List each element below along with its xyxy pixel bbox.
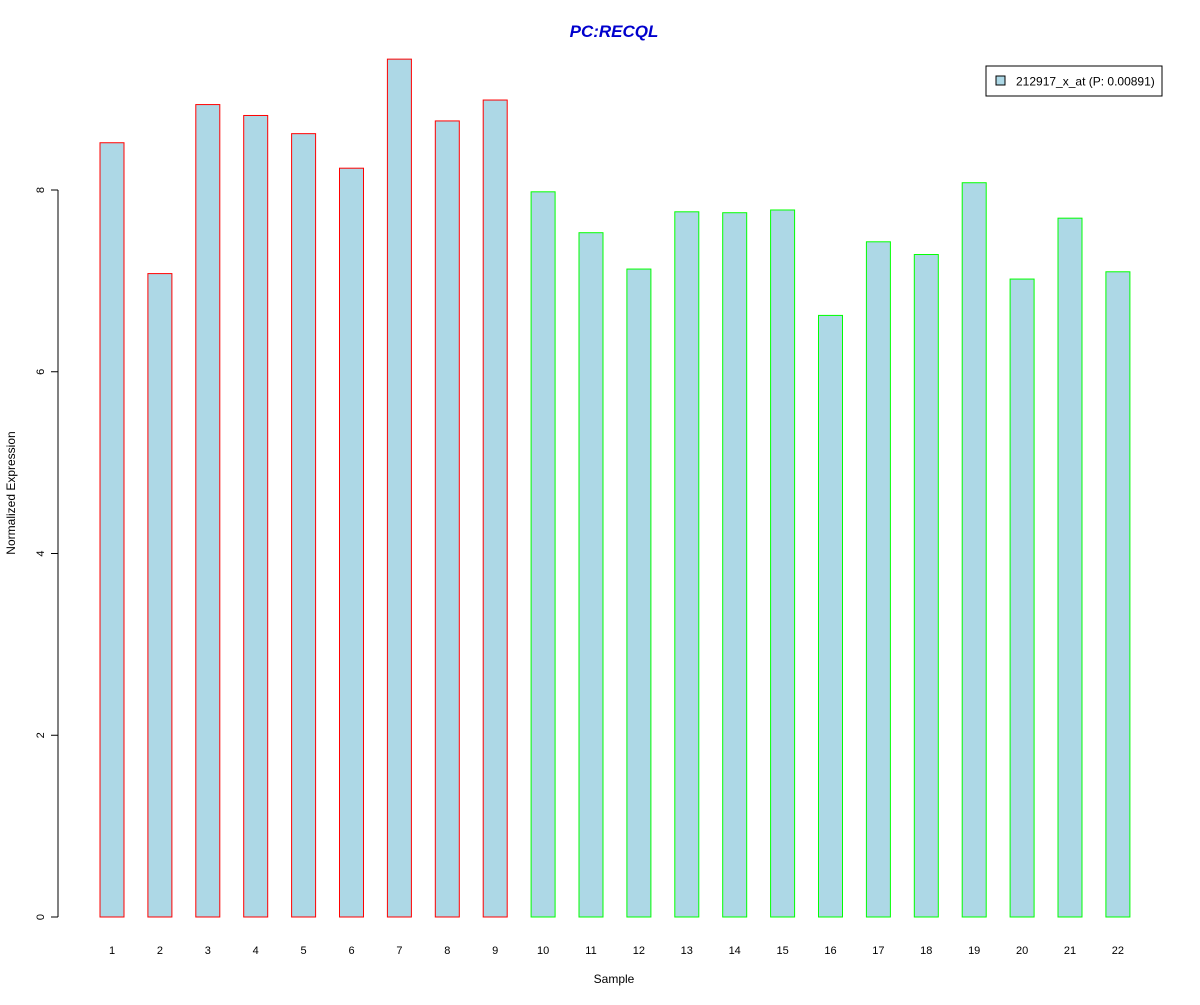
bar-sample-5 (291, 133, 317, 918)
x-tick-label: 15 (776, 945, 788, 957)
bar-sample-18 (913, 254, 939, 918)
y-axis-label: Normalized Expression (4, 431, 18, 554)
y-tick-label: 4 (35, 550, 47, 556)
bar-sample-7 (386, 58, 412, 918)
bar-sample-17 (865, 241, 891, 918)
bar-sample-13 (674, 211, 700, 918)
bar-sample-15 (770, 209, 796, 918)
x-tick-label: 5 (301, 945, 307, 957)
x-tick-label: 8 (444, 945, 450, 957)
x-tick-label: 17 (872, 945, 884, 957)
x-tick-label: 10 (537, 945, 549, 957)
legend: 212917_x_at (P: 0.00891) (985, 65, 1163, 97)
bar-sample-12 (626, 268, 652, 918)
x-tick-label: 14 (729, 945, 741, 957)
x-tick-label: 12 (633, 945, 645, 957)
legend-swatch (995, 75, 1006, 86)
bar-sample-22 (1105, 271, 1131, 918)
y-tick-label: 2 (35, 732, 47, 738)
bar-sample-16 (818, 314, 843, 918)
x-tick-label: 13 (681, 945, 693, 957)
x-tick-label: 19 (968, 945, 980, 957)
x-tick-label: 6 (348, 945, 354, 957)
bar-sample-11 (578, 232, 604, 918)
legend-label: 212917_x_at (P: 0.00891) (1016, 75, 1155, 89)
x-tick-labels: 1 2 3 4 5 6 7 8 9 10 11 12 13 14 15 16 17 18 19 20 21 22 (109, 945, 1124, 957)
bar-sample-19 (961, 182, 987, 918)
x-tick-label: 9 (492, 945, 498, 957)
x-tick-label: 16 (824, 945, 836, 957)
x-tick-label: 18 (920, 945, 932, 957)
bar-sample-3 (195, 104, 221, 918)
legend-box (985, 65, 1163, 97)
x-axis-label: Sample (594, 972, 635, 986)
x-tick-label: 4 (253, 945, 259, 957)
chart-title: PC:RECQL (570, 22, 659, 41)
x-tick-label: 11 (585, 945, 596, 957)
x-tick-label: 20 (1016, 945, 1028, 957)
bar-sample-1 (99, 142, 125, 918)
x-tick-label: 21 (1064, 945, 1076, 957)
bar-sample-20 (1009, 278, 1035, 918)
y-tick-label: 8 (35, 187, 47, 193)
x-tick-label: 7 (396, 945, 402, 957)
x-tick-label: 2 (157, 945, 163, 957)
x-tick-label: 3 (205, 945, 211, 957)
bar-sample-21 (1057, 217, 1083, 918)
bar-sample-14 (722, 212, 748, 918)
x-tick-label: 22 (1112, 945, 1124, 957)
x-tick-label: 1 (109, 945, 115, 957)
bar-sample-8 (434, 120, 460, 918)
bar-sample-9 (482, 99, 508, 918)
bar-sample-6 (339, 167, 364, 918)
y-axis: 0 2 4 6 8 (35, 187, 59, 920)
bar-sample-4 (243, 114, 269, 918)
bars-group (99, 58, 1131, 918)
y-tick-label: 6 (35, 369, 47, 375)
bar-sample-2 (147, 273, 173, 918)
bar-sample-10 (530, 191, 556, 918)
y-tick-label: 0 (35, 914, 47, 920)
